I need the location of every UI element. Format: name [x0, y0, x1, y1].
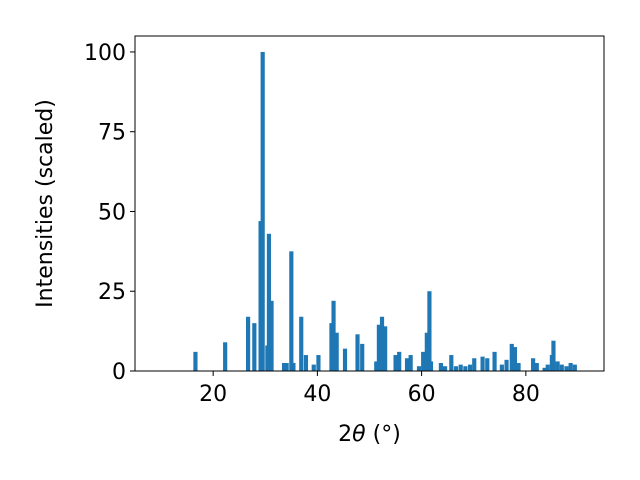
bar [299, 316, 304, 371]
bar [334, 332, 339, 371]
bar [355, 334, 360, 371]
bar [291, 363, 296, 371]
bar [509, 343, 514, 371]
bar [246, 316, 251, 371]
x-axis-label-theta: θ [352, 422, 366, 447]
bar [512, 347, 517, 371]
bar [260, 51, 265, 371]
bar [449, 355, 454, 371]
bar [303, 355, 309, 371]
bar [329, 323, 334, 371]
bar [316, 355, 321, 371]
bar [458, 364, 463, 371]
bar [427, 291, 432, 371]
bar [266, 233, 272, 371]
bar [428, 361, 434, 371]
bar [269, 300, 274, 371]
bar [281, 363, 287, 371]
bar [504, 359, 509, 371]
bar [393, 355, 398, 371]
bar [383, 326, 388, 371]
y-tick-label: 50 [98, 200, 126, 225]
bar [453, 366, 459, 371]
bar [416, 366, 422, 371]
bar [564, 366, 569, 371]
x-tick-label: 20 [199, 382, 227, 407]
bar [516, 363, 521, 371]
bar [499, 364, 504, 371]
bar [545, 364, 550, 371]
bar [376, 324, 381, 371]
bar [542, 367, 547, 371]
y-axis-label: Intensities (scaled) [33, 99, 58, 308]
bar [480, 356, 485, 371]
bar [397, 351, 402, 371]
bar [555, 361, 560, 371]
bar [568, 363, 573, 371]
bar [284, 363, 289, 371]
x-tick-label: 60 [408, 382, 436, 407]
bar [342, 348, 348, 371]
bar [404, 358, 410, 371]
bar [421, 351, 426, 371]
bar [408, 355, 413, 371]
bar [311, 364, 316, 371]
bar [331, 300, 336, 371]
y-tick-label: 0 [112, 360, 126, 385]
bar [534, 363, 539, 371]
bar [485, 358, 490, 371]
plot-area [193, 51, 577, 371]
y-tick-label: 75 [98, 121, 126, 146]
bar [252, 323, 257, 371]
bar [442, 366, 448, 371]
axes-frame [134, 35, 605, 372]
bar [559, 364, 564, 371]
x-axis-label-suffix: (°) [366, 422, 401, 447]
bar [374, 361, 379, 371]
bar [438, 363, 443, 371]
y-axis-ticks: 0 25 50 75 100 [84, 41, 135, 385]
bar [492, 351, 497, 371]
bar [572, 364, 577, 371]
bar [193, 351, 198, 371]
x-axis-ticks: 20 40 60 80 [199, 371, 540, 407]
y-tick-label: 100 [84, 41, 126, 66]
x-axis-label-prefix: 2 [338, 422, 352, 447]
x-tick-label: 80 [512, 382, 540, 407]
bar [472, 358, 477, 371]
bar [360, 343, 365, 371]
bar [258, 221, 263, 371]
bar [531, 358, 536, 371]
bar [223, 342, 228, 371]
bar [551, 340, 556, 371]
bar [467, 364, 473, 371]
bar [289, 251, 294, 371]
bar [463, 366, 468, 371]
bar [424, 332, 429, 371]
bar [379, 316, 385, 371]
x-axis-label: 2θ (°) [338, 422, 401, 447]
x-tick-label: 40 [303, 382, 331, 407]
y-tick-label: 25 [98, 280, 126, 305]
